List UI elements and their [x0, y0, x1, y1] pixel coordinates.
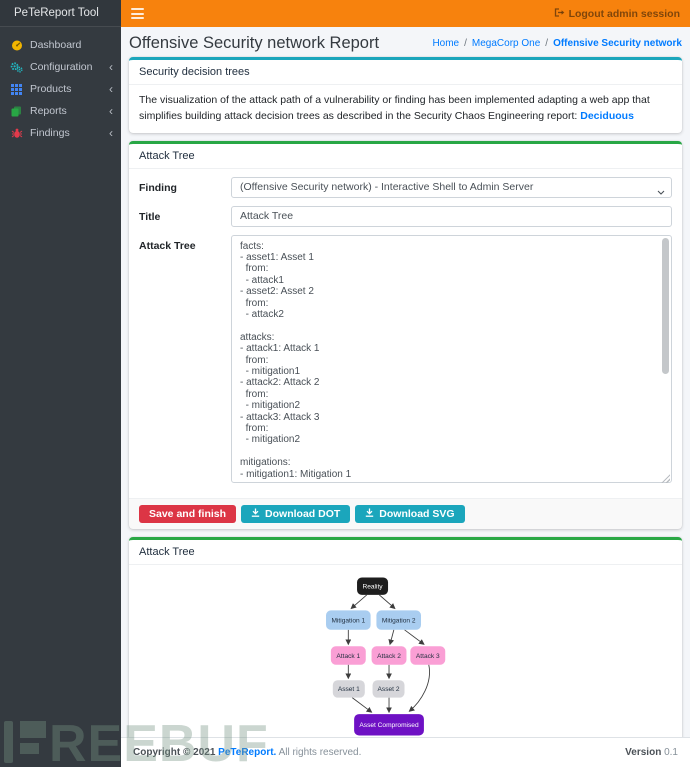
hamburger-icon[interactable]	[131, 8, 144, 19]
grid-icon	[10, 83, 23, 95]
breadcrumb-separator: /	[464, 38, 467, 49]
breadcrumb-separator: /	[545, 38, 549, 49]
chevron-left-icon: ‹	[109, 82, 113, 96]
download-icon	[251, 508, 260, 520]
sidebar-item-dashboard[interactable]: Dashboard	[0, 34, 121, 56]
sidebar-item-label: Products	[30, 83, 72, 95]
breadcrumb: Home / MegaCorp One / Offensive Security…	[432, 38, 682, 49]
page-title: Offensive Security network Report	[129, 34, 380, 52]
tree-node-mitigation2	[376, 610, 422, 631]
chevron-left-icon: ‹	[109, 60, 113, 74]
logout-button[interactable]: Logout admin session	[554, 8, 680, 20]
tree-node-label-goal: Asset Compromised	[359, 722, 419, 729]
tachometer-icon	[10, 40, 23, 51]
footer: Copyright © 2021 PeTeReport. All rights …	[121, 737, 690, 767]
copy-icon	[10, 106, 23, 117]
attack-tree-form-card: Attack Tree Finding (Offensive Security …	[129, 140, 682, 530]
tree-node-attack1	[330, 646, 366, 665]
tree-node-asset2	[372, 680, 405, 698]
attack-tree-preview-card: Attack Tree Reality Mitigation 1 Mitigatio…	[129, 537, 682, 737]
brand-title: PeTeReport Tool	[0, 0, 121, 27]
card-text: The visualization of the attack path of …	[129, 85, 682, 133]
rights-text: All rights reserved.	[276, 747, 362, 758]
tree-node-asset1	[332, 680, 365, 698]
textarea-scrollbar	[662, 237, 669, 481]
attack-tree-label: Attack Tree	[139, 239, 196, 252]
info-text: The visualization of the attack path of …	[139, 94, 650, 122]
finding-row: Finding (Offensive Security network) - I…	[139, 176, 672, 198]
chevron-left-icon: ‹	[109, 126, 113, 140]
tree-node-label-asset1: Asset 1	[338, 687, 360, 694]
tree-node-label-attack3: Attack 3	[416, 653, 440, 660]
copyright-text: Copyright © 2021	[133, 747, 219, 758]
download-svg-button[interactable]: Download SVG	[355, 505, 465, 524]
tree-edge-reality-mitigation1	[350, 594, 368, 610]
bug-icon	[10, 128, 23, 139]
attack-tree-diagram: Reality Mitigation 1 Mitigation 2 Attack 1 A…	[326, 577, 446, 736]
deciduous-link[interactable]: Deciduous	[580, 109, 634, 122]
finding-label: Finding	[139, 181, 177, 194]
tree-edge-reality-mitigation2	[379, 594, 396, 610]
download-icon	[365, 508, 374, 520]
petereport-link[interactable]: PeTeReport.	[218, 747, 277, 758]
chevron-left-icon: ‹	[109, 104, 113, 118]
sidebar-item-label: Dashboard	[30, 39, 82, 51]
finding-select[interactable]: (Offensive Security network) - Interacti…	[231, 176, 672, 198]
tree-node-label-reality: Reality	[362, 584, 383, 591]
security-decision-trees-card: Security decision trees The visualizatio…	[129, 57, 682, 133]
tree-node-attack2	[371, 646, 407, 665]
sidebar: PeTeReport Tool Dashboard Configuration …	[0, 0, 121, 767]
sign-out-icon	[554, 7, 565, 20]
sidebar-item-label: Findings	[30, 127, 70, 139]
tree-edge-mitigation2-attack2	[388, 629, 395, 646]
tree-edge-asset1-goal	[351, 697, 373, 714]
tree-node-label-attack2: Attack 2	[377, 653, 401, 660]
content-header: Offensive Security network Report Home /…	[121, 27, 690, 57]
save-and-finish-button[interactable]: Save and finish	[139, 505, 237, 524]
title-label: Title	[139, 210, 161, 223]
title-input[interactable]	[231, 205, 672, 227]
tree-node-goal	[354, 714, 424, 736]
tree-row: Attack Tree facts: - asset1: Asset 1 fro…	[139, 234, 672, 489]
tree-node-reality	[357, 577, 389, 596]
breadcrumb-report[interactable]: Offensive Security network	[553, 38, 682, 49]
card-title: Attack Tree	[129, 540, 682, 566]
version-value: 0.1	[664, 747, 678, 758]
attack-tree-textarea[interactable]: facts: - asset1: Asset 1 from: - attack1…	[231, 234, 672, 483]
form-actions: Save and finish Download DOT Download SV…	[129, 498, 682, 529]
diagram-container: Reality Mitigation 1 Mitigation 2 Attack 1 A…	[129, 565, 682, 737]
tree-edge-attack3-goal	[408, 664, 430, 713]
tree-node-label-mitigation1: Mitigation 1	[331, 618, 365, 625]
card-title: Security decision trees	[129, 60, 682, 85]
tree-node-mitigation1	[326, 610, 371, 631]
sidebar-item-findings[interactable]: Findings ‹	[0, 122, 121, 144]
resize-handle-icon[interactable]	[661, 474, 670, 484]
tree-node-label-attack1: Attack 1	[336, 653, 360, 660]
sidebar-item-configuration[interactable]: Configuration ‹	[0, 56, 121, 78]
tree-edge-mitigation2-attack3	[404, 629, 425, 646]
gears-icon	[10, 61, 23, 73]
tree-node-label-asset2: Asset 2	[378, 687, 400, 694]
download-dot-button[interactable]: Download DOT	[241, 505, 351, 524]
version-label: Version	[625, 747, 662, 758]
top-navbar: Logout admin session	[121, 0, 690, 27]
tree-node-attack3	[410, 646, 446, 665]
tree-node-label-mitigation2: Mitigation 2	[382, 618, 416, 625]
sidebar-menu: Dashboard Configuration ‹ Products ‹ Rep…	[0, 27, 121, 144]
breadcrumb-product[interactable]: MegaCorp One	[471, 38, 541, 49]
logout-label: Logout admin session	[568, 7, 680, 20]
card-title: Attack Tree	[129, 144, 682, 169]
sidebar-item-reports[interactable]: Reports ‹	[0, 100, 121, 122]
sidebar-item-label: Configuration	[30, 61, 93, 73]
scrollbar-thumb[interactable]	[662, 237, 669, 374]
content: Offensive Security network Report Home /…	[121, 27, 690, 737]
title-row: Title	[139, 205, 672, 227]
sidebar-item-label: Reports	[30, 105, 67, 117]
sidebar-item-products[interactable]: Products ‹	[0, 78, 121, 100]
breadcrumb-home[interactable]: Home	[432, 38, 460, 49]
